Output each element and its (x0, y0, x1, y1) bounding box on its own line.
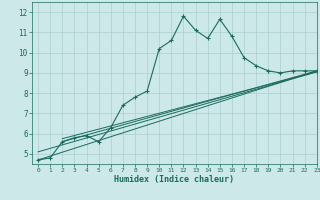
X-axis label: Humidex (Indice chaleur): Humidex (Indice chaleur) (115, 175, 234, 184)
